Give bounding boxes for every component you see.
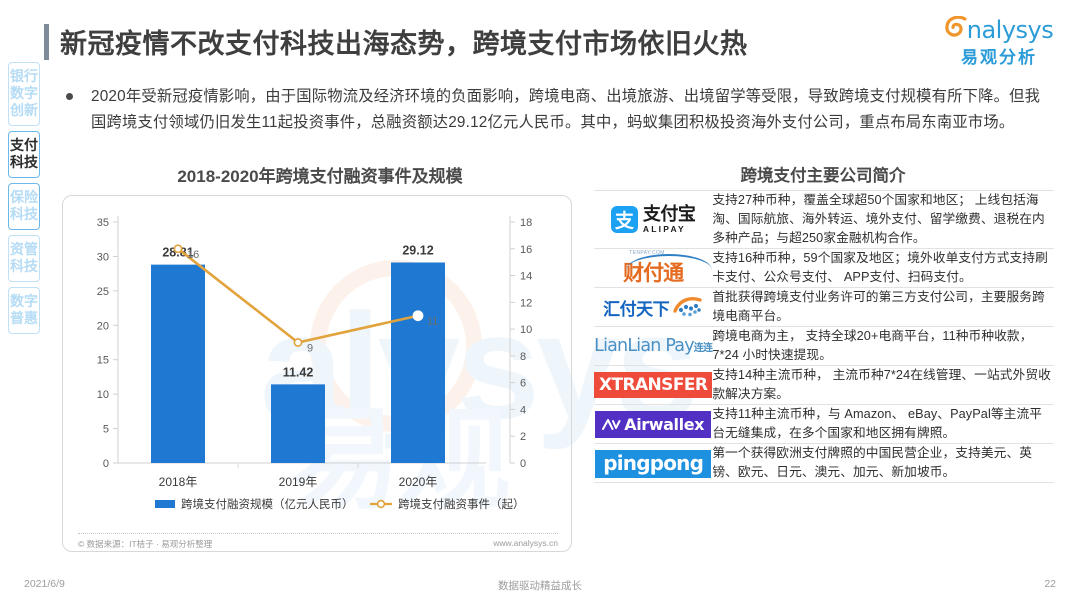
svg-text:2: 2 [520,431,526,443]
page-title: 新冠疫情不改支付科技出海态势，跨境支付市场依旧火热 [44,22,748,61]
sidebar-item-label: 保险科技 [10,189,38,222]
svg-text:10: 10 [520,324,532,336]
svg-text:2020年: 2020年 [399,475,438,489]
brand-name-en: TENPAY.COM [629,249,665,256]
brand-logo-airwallex: Airwallex [594,404,713,444]
bullet-text: 2020年受新冠疫情影响，由于国际物流及经济环境的负面影响，跨境电商、出境旅游、… [91,88,1041,131]
svg-text:29.12: 29.12 [402,243,433,257]
brand-name-en: pingpong [595,450,712,478]
svg-text:跨境支付融资事件（起）: 跨境支付融资事件（起） [398,497,525,511]
table-row[interactable]: 支 支付宝 ALIPAY 支持27种币种，覆盖全球超50个国家和地区； 上线包括… [594,190,1054,249]
svg-text:35: 35 [97,217,109,229]
svg-text:11: 11 [427,316,438,328]
footer-date: 2021/6/9 [24,578,65,590]
bullet-paragraph: 2020年受新冠疫情影响，由于国际物流及经济环境的负面影响，跨境电商、出境旅游、… [66,84,1048,135]
company-table-title: 跨境支付主要公司简介 [740,167,906,185]
footer-slogan: 数据驱动精益成长 [498,580,582,592]
svg-text:30: 30 [97,251,109,263]
tenpay-arc-icon [626,253,713,270]
sidebar-item-label: 银行数字创新 [10,68,38,118]
logo-swoosh-icon [945,16,967,37]
page-footer: 2021/6/9 数据驱动精益成长 22 [0,578,1080,594]
svg-text:12: 12 [520,297,532,309]
svg-text:10: 10 [97,389,109,401]
brand-name-en: XTRANSFER [594,372,713,398]
svg-text:0: 0 [520,458,526,470]
footer-page-number: 22 [1044,578,1056,590]
brand-name-en: LianLian Pay [594,336,694,356]
table-row[interactable]: TENPAY.COM 财付通 支持16种币种，59个国家及地区；境外收单支付方式… [594,248,1054,288]
svg-text:0: 0 [103,458,109,470]
analysys-logo: nalysys 易观分析 [936,14,1062,67]
alipay-icon: 支 [610,206,638,233]
svg-text:16: 16 [520,244,532,256]
huifu-swoosh-icon [673,297,702,317]
chart-source-row: © 数据来源：IT桔子 · 易观分析整理 www.analysys.cn [78,533,558,550]
brand-logo-pingpong: pingpong [594,443,713,483]
company-table: 支 支付宝 ALIPAY 支持27种币种，覆盖全球超50个国家和地区； 上线包括… [594,190,1054,483]
svg-text:2019年: 2019年 [279,475,318,489]
brand-name-en: Airwallex [624,414,705,434]
svg-text:15: 15 [97,355,109,367]
svg-text:4: 4 [520,404,526,416]
sidebar-item-label: 支付科技 [10,137,38,170]
sidebar-item-label: 资管科技 [10,241,38,274]
svg-text:跨境支付融资规模（亿元人民币）: 跨境支付融资规模（亿元人民币） [181,497,354,511]
sidebar-item-asset-management-tech[interactable]: 资管科技 [8,235,40,282]
svg-text:14: 14 [520,271,532,283]
chart-title: 2018-2020年跨境支付融资事件及规模 [177,167,463,186]
brand-name-cn: 连连 [693,343,713,354]
svg-text:18: 18 [520,217,532,229]
svg-text:8: 8 [520,351,526,363]
brand-logo-xtransfer: XTRANSFER [594,365,713,405]
table-row[interactable]: pingpong 第一个获得欧洲支付牌照的中国民营企业，支持美元、英镑、欧元、日… [594,443,1054,483]
svg-text:20: 20 [97,320,109,332]
title-label: 新冠疫情不改支付科技出海态势，跨境支付市场依旧火热 [60,29,748,59]
bullet-dot-icon [66,93,73,100]
airwallex-mark-icon [602,418,621,430]
brand-name-cn: 汇付天下 [603,299,670,319]
brand-logo-alipay: 支 支付宝 ALIPAY [594,190,713,249]
logo-text-cn: 易观分析 [961,48,1037,67]
brand-name-cn: 支付宝 [642,204,696,225]
category-sidebar: 银行数字创新 支付科技 保险科技 资管科技 数字普惠 [8,62,42,339]
company-description: 跨境电商为主， 支持全球20+电商平台，11种币种收款，7*24 小时快速提现。 [712,326,1054,366]
svg-text:11.42: 11.42 [283,365,314,379]
sidebar-item-payment-tech[interactable]: 支付科技 [8,131,40,178]
svg-text:6: 6 [520,378,526,390]
chart-site: www.analysys.cn [493,538,558,548]
svg-text:25: 25 [97,286,109,298]
chart-card [62,195,572,552]
brand-logo-tenpay: TENPAY.COM 财付通 [594,248,713,288]
table-row[interactable]: LianLian Pay连连 跨境电商为主， 支持全球20+电商平台，11种币种… [594,326,1054,366]
svg-text:5: 5 [103,424,109,436]
table-row[interactable]: XTRANSFER 支持14种主流币种， 主流币种7*24在线管理、一站式外贸收… [594,365,1054,405]
brand-logo-lianlian: LianLian Pay连连 [594,326,713,366]
logo-text-en: nalysys [966,16,1054,44]
sidebar-item-label: 数字普惠 [10,293,38,326]
table-row[interactable]: 汇付天下 首批获得跨境 [594,287,1054,327]
company-description: 支持14种主流币种， 主流币种7*24在线管理、一站式外贸收款解决方案。 [712,365,1054,405]
svg-text:2018年: 2018年 [159,475,198,489]
svg-text:16: 16 [187,249,199,261]
svg-text:9: 9 [307,343,313,355]
sidebar-item-insurance-tech[interactable]: 保险科技 [8,183,40,230]
brand-name-en: ALIPAY [642,224,686,235]
company-description: 支持27种币种，覆盖全球超50个国家和地区； 上线包括海淘、国际航旅、海外转运、… [712,190,1054,249]
company-description: 第一个获得欧洲支付牌照的中国民营企业，支持美元、英镑、欧元、日元、澳元、加元、新… [712,443,1054,483]
table-row[interactable]: Airwallex 支持11种主流币种，与 Amazon、 eBay、PayPa… [594,404,1054,444]
company-description: 首批获得跨境支付业务许可的第三方支付公司，主要服务跨境电商平台。 [712,287,1054,327]
company-description: 支持11种主流币种，与 Amazon、 eBay、PayPal等主流平台无缝集成… [712,404,1054,444]
company-description: 支持16种币种，59个国家及地区；境外收单支付方式支持刷卡支付、公众号支付、 A… [712,248,1054,288]
title-accent-bar [44,23,49,60]
sidebar-item-bank-digital-innovation[interactable]: 银行数字创新 [8,62,40,126]
chart-source: © 数据来源：IT桔子 · 易观分析整理 [78,539,213,549]
brand-logo-huifu: 汇付天下 [594,287,713,327]
sidebar-item-digital-inclusive-finance[interactable]: 数字普惠 [8,287,40,334]
